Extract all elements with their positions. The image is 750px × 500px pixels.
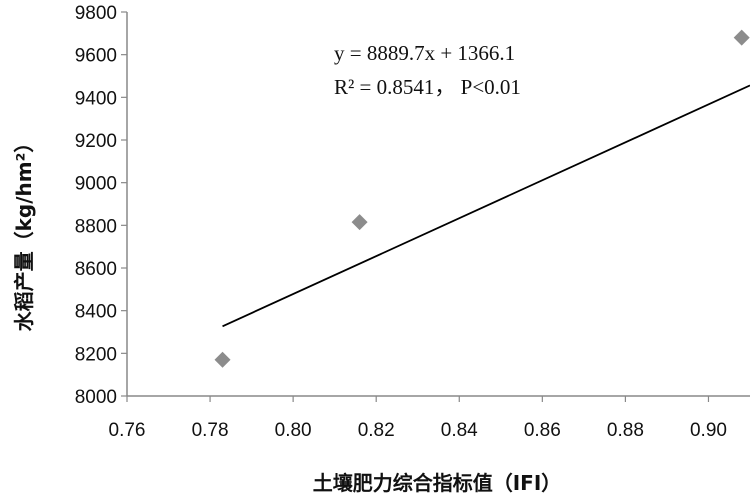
y-tick-label: 8200	[75, 344, 117, 365]
x-tick-label: 0.82	[358, 420, 395, 441]
x-tick-label: 0.86	[524, 420, 561, 441]
y-tick-label: 9800	[75, 3, 117, 24]
x-tick-label: 0.84	[441, 420, 478, 441]
x-tick-label: 0.80	[275, 420, 312, 441]
y-tick-label: 8600	[75, 259, 117, 280]
y-axis-title: 水稻产量（kg/hm²）	[12, 133, 36, 332]
y-tick-label: 8400	[75, 302, 117, 323]
x-axis-title: 土壤肥力综合指标值（IFI）	[313, 471, 562, 495]
y-tick-label: 8000	[75, 387, 117, 408]
y-tick-label: 9000	[75, 174, 117, 195]
x-tick-label: 0.78	[192, 420, 229, 441]
y-tick-label: 9200	[75, 131, 117, 152]
x-tick-label: 0.88	[607, 420, 644, 441]
x-axis-ticks: 0.76 0.78 0.80 0.82 0.84 0.86 0.88 0.90	[109, 396, 727, 441]
y-tick-label: 9600	[75, 46, 117, 67]
trend-line	[222, 84, 750, 328]
y-tick-label: 8800	[75, 216, 117, 237]
data-point-diamond	[351, 214, 368, 231]
r-squared-label: R² = 0.8541， P<0.01	[334, 75, 521, 99]
data-point-diamond	[733, 29, 750, 46]
x-tick-label: 0.90	[690, 420, 727, 441]
x-tick-label: 0.76	[109, 420, 146, 441]
data-point-diamond	[214, 351, 231, 368]
y-tick-label: 9400	[75, 88, 117, 109]
regression-equation: y = 8889.7x + 1366.1	[334, 41, 515, 65]
data-points	[214, 29, 750, 368]
y-axis-ticks: 8000 8200 8400 8600 8800 9000 9200 9400 9600 9800	[75, 3, 127, 408]
